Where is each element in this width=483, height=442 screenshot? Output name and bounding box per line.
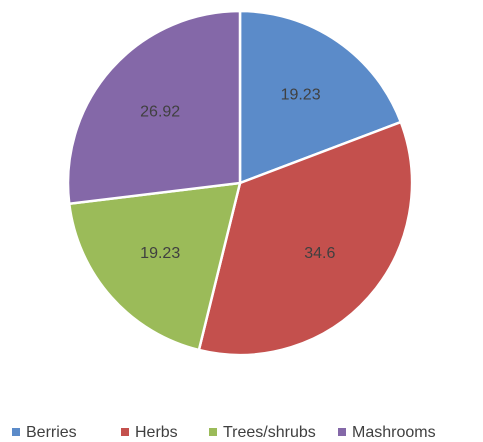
pie-slice xyxy=(238,9,403,185)
legend-label: Herbs xyxy=(135,424,178,441)
pie-slice xyxy=(66,9,242,206)
pie-slice xyxy=(197,120,414,357)
data-label: 19.23 xyxy=(281,86,321,103)
legend-label: Mashrooms xyxy=(352,424,436,441)
data-label: 19.23 xyxy=(140,245,180,262)
legend-swatch xyxy=(209,428,217,436)
legend-swatch xyxy=(12,428,20,436)
data-label: 26.92 xyxy=(140,104,180,121)
legend-label: Berries xyxy=(26,424,77,441)
legend-swatch xyxy=(338,428,346,436)
legend-swatch xyxy=(121,428,129,436)
pie-slice xyxy=(67,181,242,352)
data-label: 34.6 xyxy=(304,245,335,262)
legend-label: Trees/shrubs xyxy=(223,424,316,441)
